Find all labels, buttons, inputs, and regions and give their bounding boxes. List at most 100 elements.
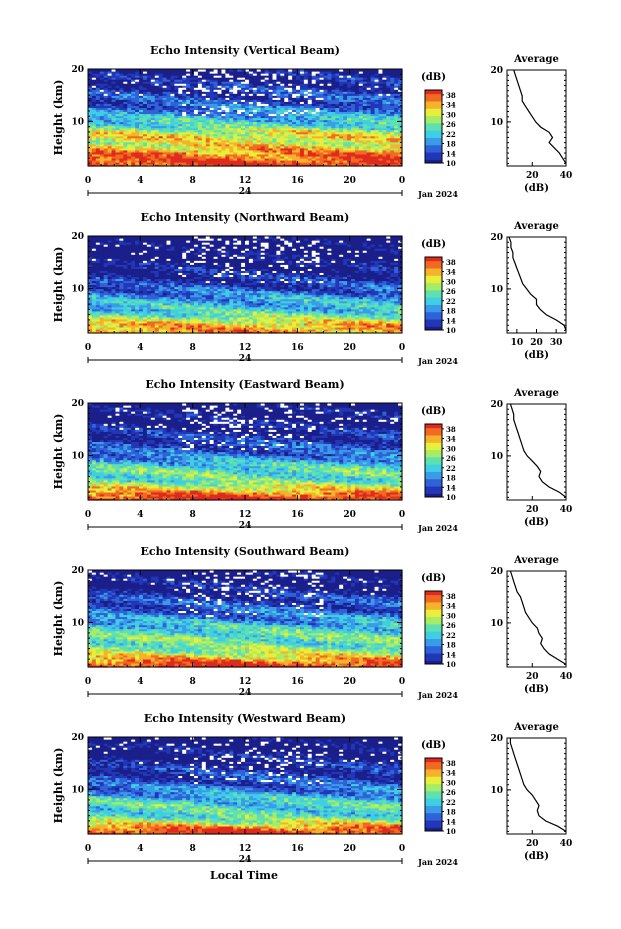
heatmap-cell [162,101,168,104]
heatmap-cell [142,147,148,151]
heatmap-cell [390,129,395,133]
heatmap-cell [146,133,152,137]
heatmap-cell [174,91,179,94]
heatmap-cell [190,99,195,102]
heatmap-cell [311,145,317,149]
heatmap-cell [193,137,199,141]
heatmap-cell [311,155,317,159]
heatmap-cell [170,117,175,121]
heatmap-cell [241,137,246,141]
heatmap-cell [394,109,399,113]
heatmap-cell [256,99,262,102]
heatmap-cell [272,113,277,117]
heatmap-cell [193,147,199,151]
heatmap-cell [91,157,97,161]
heatmap-cell [209,87,215,90]
heatmap-cell [378,137,383,141]
heatmap-cell [229,113,234,117]
heatmap-cell [394,93,399,96]
heatmap-cell [299,103,305,106]
heatmap-cell [186,145,191,149]
heatmap-cell [107,141,113,145]
heatmap-cell [303,117,309,121]
heatmap-cell [146,139,152,143]
heatmap-cell [205,139,211,143]
heatmap-cell [209,107,215,111]
heatmap-cell [366,163,372,167]
heatmap-cell [91,113,97,117]
heatmap-cell [319,101,325,104]
heatmap-cell [354,125,360,129]
heatmap-cell [182,105,187,108]
heatmap-cell [288,153,293,157]
heatmap-cell [296,133,301,137]
heatmap-cell [241,119,246,123]
heatmap-cell [307,109,313,113]
heatmap-cell [142,137,148,141]
heatmap-cell [248,141,254,145]
heatmap-cell [95,79,101,82]
heatmap-cell [139,135,144,139]
heatmap-cell [91,79,97,82]
heatmap-cell [339,139,344,143]
heatmap-cell [280,125,285,129]
heatmap-cell [142,163,148,167]
heatmap-cell [264,159,270,163]
heatmap-cell [327,129,332,133]
heatmap-cell [95,89,101,92]
heatmap-cell [378,157,383,161]
heatmap-cell [260,149,266,153]
heatmap-cell [135,115,140,119]
heatmap-cell [209,143,215,147]
heatmap-cell [319,143,325,147]
heatmap-cell [233,105,238,108]
heatmap-cell [178,159,183,163]
heatmap-cell [272,107,277,111]
heatmap-cell [178,107,183,111]
heatmap-cell [111,121,117,125]
heatmap-cell [307,145,313,149]
heatmap-cell [252,159,258,163]
heatmap-cell [193,87,199,90]
heatmap-cell [323,153,329,157]
heatmap-cell [268,141,274,145]
heatmap-cell [378,135,383,139]
heatmap-cell [103,93,109,96]
heatmap-cell [237,135,242,139]
heatmap-cell [225,157,230,161]
heatmap-cell [358,153,364,157]
heatmap-cell [245,107,250,111]
heatmap-cell [394,117,399,121]
heatmap-cell [252,123,258,127]
heatmap-cell [217,115,223,119]
heatmap-cell [370,119,376,123]
heatmap-cell [264,113,270,117]
panel-title: Echo Intensity (Northward Beam) [141,211,350,224]
heatmap-cell [241,149,246,153]
heatmap-cell [252,119,258,123]
date-label: Jan 2024 [417,189,458,199]
heatmap-cell [221,137,226,141]
heatmap-cell [268,95,274,98]
heatmap-cell [146,91,152,94]
heatmap-cell [370,105,376,108]
heatmap-cell [193,101,199,104]
heatmap-cell [154,123,160,127]
heatmap-cell [209,127,215,131]
heatmap-cell [166,97,172,100]
heatmap-cell [307,151,313,155]
heatmap-cell [186,139,191,143]
heatmap-cell [343,111,348,115]
heatmap-cell [225,89,230,92]
heatmap-cell [260,83,266,86]
heatmap-cell [237,115,242,119]
heatmap-cell [127,93,132,96]
heatmap-cell [331,101,336,104]
heatmap-cell [88,159,93,163]
heatmap-cell [315,163,321,167]
heatmap-cell [394,137,399,141]
heatmap-cell [288,89,293,92]
heatmap-cell [99,79,105,82]
heatmap-cell [303,123,309,127]
heatmap-cell [390,85,395,88]
